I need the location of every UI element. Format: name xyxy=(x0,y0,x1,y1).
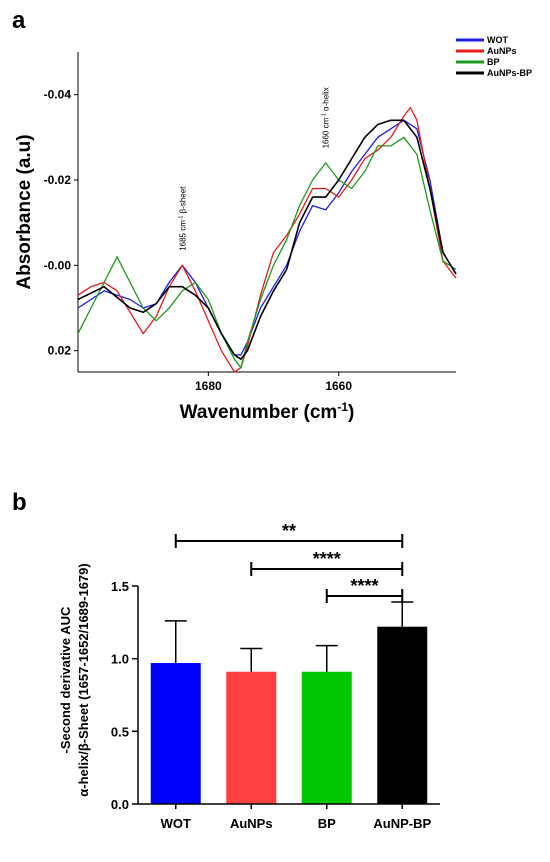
peak-annotation: 1685 cm-1 β-sheet xyxy=(178,186,187,251)
legend-label: WOT xyxy=(487,35,508,45)
y-tick-label: 0.5 xyxy=(111,724,129,739)
x-category-label: AuNPs xyxy=(230,816,273,831)
bar-wot xyxy=(150,663,201,804)
y-tick-label: 0.02 xyxy=(48,344,72,358)
panel-a-line-chart: -0.04 -0.02 -0.00 0.02 1680 1660 Wavenumber (c… xyxy=(14,35,532,423)
bar-bp xyxy=(301,671,352,804)
x-axis-title: Wavenumber (cm-1) xyxy=(180,400,355,423)
y-tick-label: 0.0 xyxy=(111,797,129,812)
y-tick-label: -0.00 xyxy=(44,258,72,272)
y-axis-title-line2: α-helix/β-Sheet (1657-1652/1689-1679) xyxy=(76,563,91,796)
x-tick-label: 1660 xyxy=(325,379,352,393)
series-line-aunps xyxy=(77,106,457,373)
significance-label: ** xyxy=(282,521,296,541)
series-line-wot xyxy=(77,119,457,356)
panel-b-letter: b xyxy=(12,489,27,516)
peak-annotation: 1660 cm-1 α-helix xyxy=(322,87,331,148)
legend-label: BP xyxy=(487,57,500,67)
y-tick-label: -0.02 xyxy=(44,173,72,187)
y-axis-title-line1: -Second derivative AUC xyxy=(58,606,73,754)
y-tick-label: 1.0 xyxy=(111,652,129,667)
panel-a-letter: a xyxy=(12,7,26,34)
legend-label: AuNPs-BP xyxy=(487,68,532,78)
x-category-label: AuNP-BP xyxy=(373,816,431,831)
series-line-bp xyxy=(77,136,457,369)
y-axis-title: Absorbance (a.u) xyxy=(14,134,35,289)
legend-label: AuNPs xyxy=(487,46,517,56)
bar-aunps xyxy=(226,671,277,804)
series-line-aunps-bp xyxy=(77,119,457,360)
significance-label: **** xyxy=(313,549,341,569)
x-tick-label: 1680 xyxy=(195,379,222,393)
y-tick-label: -0.04 xyxy=(44,88,72,102)
significance-label: **** xyxy=(350,576,378,596)
x-category-label: BP xyxy=(318,816,336,831)
x-category-label: WOT xyxy=(161,816,191,831)
y-tick-label: 1.5 xyxy=(111,579,129,594)
panel-b-bar-chart: WOT AuNPs BP AuNP-BP 0.0 0.5 1.0 1.5 -Second der… xyxy=(58,521,440,831)
bar-aunp-bp xyxy=(377,626,428,804)
